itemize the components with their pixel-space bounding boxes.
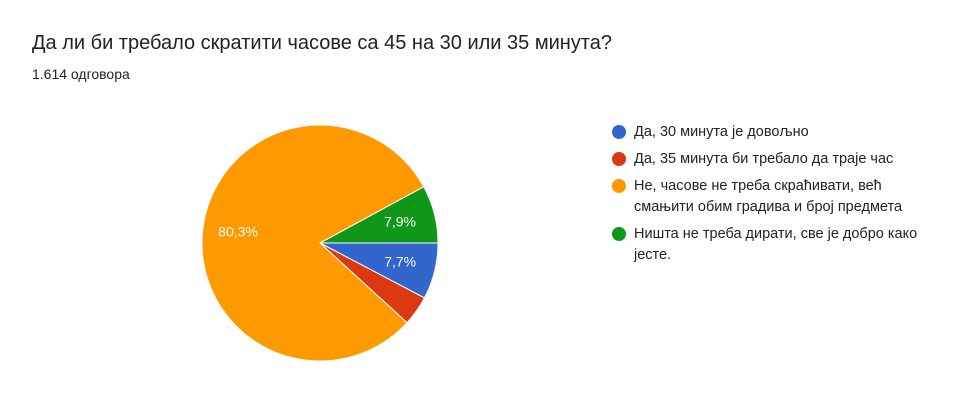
data-label: 7,9% xyxy=(384,213,416,229)
legend-label: Не, часове не треба скраћивати, већ смањ… xyxy=(634,178,903,215)
chart-title: Да ли би требало скратити часове са 45 н… xyxy=(32,32,612,54)
legend: Да, 30 минута је довољно Да, 35 минута би… xyxy=(612,122,942,272)
data-label: 80,3% xyxy=(218,224,258,240)
legend-label: Да, 35 минута би требало да траје час xyxy=(634,151,894,167)
pie-slice xyxy=(319,186,439,244)
legend-item: Ништа не треба дирати, све је добро како… xyxy=(612,224,942,266)
data-label: 7,7% xyxy=(384,253,416,269)
legend-marker xyxy=(612,152,626,166)
pie-slice xyxy=(201,124,425,362)
legend-label: Ништа не треба дирати, све је добро како… xyxy=(634,226,918,263)
legend-item: Да, 30 минута је довољно xyxy=(612,122,942,143)
legend-marker xyxy=(612,227,626,241)
legend-item: Да, 35 минута би требало да траје час xyxy=(612,149,942,170)
legend-marker xyxy=(612,179,626,193)
legend-marker xyxy=(612,125,626,139)
chart-subtitle: 1.614 одговора xyxy=(32,66,130,82)
legend-item: Не, часове не треба скраћивати, већ смањ… xyxy=(612,176,942,218)
legend-label: Да, 30 минута је довољно xyxy=(634,124,809,140)
